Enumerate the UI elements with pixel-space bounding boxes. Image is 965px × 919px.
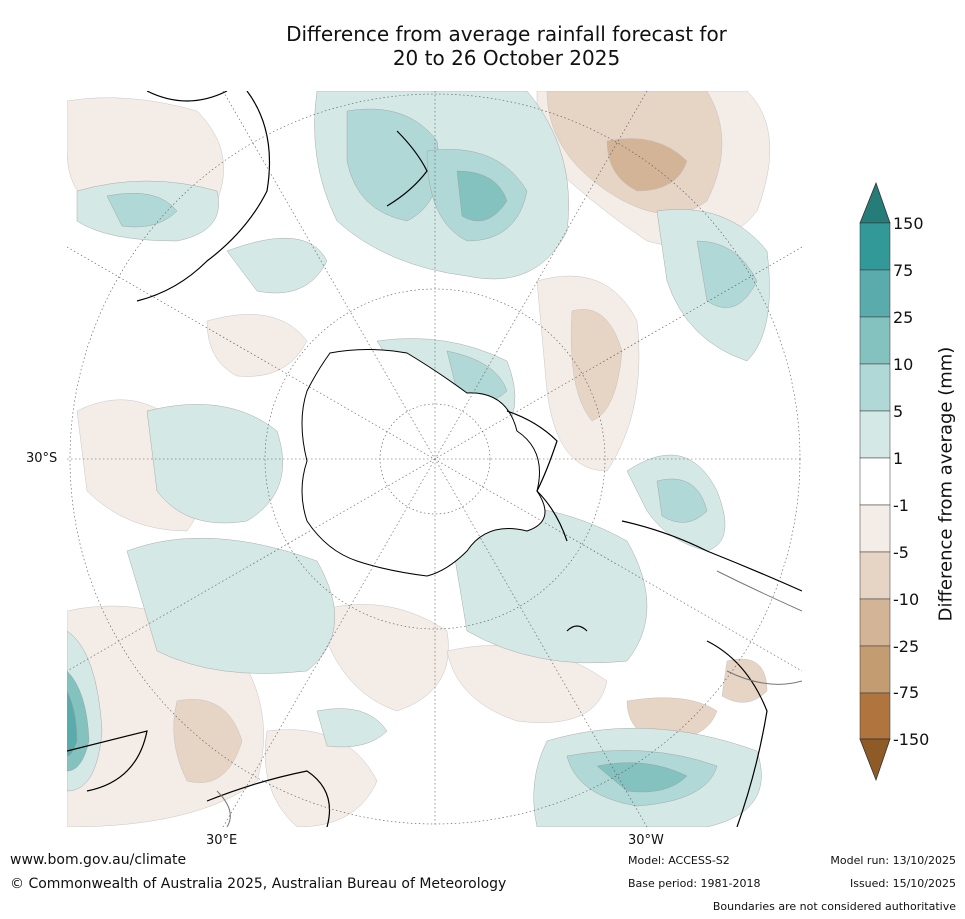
title-line-1: Difference from average rainfall forecas…: [286, 22, 727, 46]
colorbar-label: Difference from average (mm): [935, 346, 957, 622]
footer-copyright: © Commonwealth of Australia 2025, Austra…: [10, 876, 507, 892]
colorbar-tick-neg1: -1: [893, 496, 909, 515]
colorbar-tick-neg75: -75: [893, 683, 920, 702]
colorbar: [859, 181, 891, 782]
colorbar-band-5-10: [859, 363, 891, 412]
footer-issued: Issued: 15/10/2025: [849, 877, 956, 890]
longitude-label-30w: 30°W: [628, 833, 664, 848]
colorbar-bottom-arrow: [859, 738, 891, 782]
borders: [216, 570, 802, 827]
rainfall-map: [67, 91, 802, 827]
coastlines: [67, 91, 802, 827]
colorbar-band-dry-1-5: [859, 504, 891, 553]
colorbar-tick-neg5: -5: [893, 543, 909, 562]
wet-anomaly-regions: [67, 91, 770, 827]
longitude-label-30e: 30°E: [206, 833, 238, 848]
colorbar-band-75-150: [859, 222, 891, 271]
footer-disclaimer: Boundaries are not considered authoritat…: [712, 900, 956, 913]
colorbar-tick-75: 75: [893, 261, 914, 280]
map-title: Difference from average rainfall forecas…: [0, 22, 965, 70]
colorbar-tick-1: 1: [893, 449, 904, 468]
colorbar-band-neutral: [859, 457, 891, 506]
latitude-label-30s: 30°S: [26, 451, 58, 466]
colorbar-band-25-75: [859, 269, 891, 318]
footer-model: Model: ACCESS-S2: [628, 854, 730, 867]
colorbar-tick-neg10: -10: [893, 590, 920, 609]
colorbar-tick-10: 10: [893, 355, 914, 374]
colorbar-band-dry-75-150: [859, 692, 891, 740]
footer-url[interactable]: www.bom.gov.au/climate: [10, 852, 187, 868]
graticule: [67, 91, 802, 827]
footer-model-run: Model run: 13/10/2025: [830, 854, 956, 867]
colorbar-band-1-5: [859, 410, 891, 459]
colorbar-band-dry-5-10: [859, 551, 891, 600]
colorbar-tick-neg150: -150: [893, 730, 930, 749]
footer-base-period: Base period: 1981-2018: [628, 877, 761, 890]
colorbar-band-dry-10-25: [859, 598, 891, 647]
antarctica-landmass: [301, 349, 546, 577]
title-line-2: 20 to 26 October 2025: [392, 46, 621, 70]
colorbar-tick-neg25: -25: [893, 637, 920, 656]
colorbar-tick-5: 5: [893, 402, 904, 421]
colorbar-band-dry-25-75: [859, 645, 891, 694]
colorbar-top-arrow: [859, 181, 891, 224]
colorbar-tick-150: 150: [893, 214, 924, 233]
colorbar-tick-25: 25: [893, 308, 914, 327]
colorbar-band-10-25: [859, 316, 891, 365]
